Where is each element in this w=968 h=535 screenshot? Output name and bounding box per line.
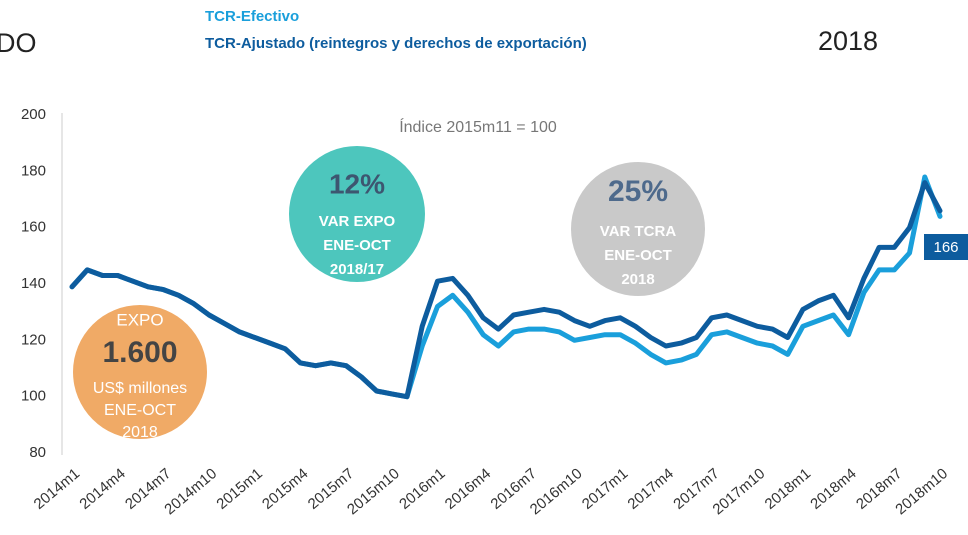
y-tick-label: 100 <box>21 388 46 405</box>
end-label: 166 <box>933 239 958 256</box>
x-tick-label: 2017m1 <box>579 465 631 513</box>
annotation-bubble <box>289 146 425 282</box>
x-tick-label: 2018m1 <box>762 465 814 513</box>
annotation-text: ENE-OCT <box>604 247 672 264</box>
annotation-text: 2018/17 <box>330 261 384 278</box>
x-tick-label: 2018m4 <box>807 465 859 513</box>
y-tick-label: 140 <box>21 275 46 292</box>
annotation-text: VAR EXPO <box>319 213 396 230</box>
annotation-text: EXPO <box>116 310 163 329</box>
annotation-text: US$ millones <box>93 380 187 397</box>
annotation-text: 12% <box>329 168 385 199</box>
y-tick-label: 160 <box>21 219 46 236</box>
y-tick-label: 80 <box>29 444 46 461</box>
subtitle: Índice 2015m11 = 100 <box>399 117 557 136</box>
annotation-bubble <box>73 305 207 439</box>
annotation-text: 25% <box>608 175 668 208</box>
y-tick-label: 120 <box>21 331 46 348</box>
y-tick-label: 200 <box>21 106 46 123</box>
x-tick-label: 2016m1 <box>396 465 448 513</box>
line-series <box>69 180 943 400</box>
end-label-box <box>924 234 968 260</box>
header-right: 2018 <box>818 26 879 56</box>
x-tick-label: 2016m4 <box>442 465 494 513</box>
x-tick-label: 2015m4 <box>259 465 311 513</box>
x-tick-label: 2017m4 <box>625 465 677 513</box>
legend-entry: TCR-Ajustado (reintegros y derechos de e… <box>205 35 587 52</box>
annotation-bubble <box>571 162 705 296</box>
annotation-text: 1.600 <box>102 336 177 369</box>
y-tick-label: 180 <box>21 162 46 179</box>
x-tick-label: 2015m1 <box>213 465 265 513</box>
x-tick-label: 2014m4 <box>76 465 128 513</box>
x-tick-label: 2014m1 <box>31 465 83 513</box>
annotation-text: 2018 <box>621 271 654 288</box>
annotation-text: ENE-OCT <box>323 237 391 254</box>
header-left: DO <box>0 28 37 58</box>
annotation-text: VAR TCRA <box>600 223 677 240</box>
annotation-text: ENE-OCT <box>104 402 176 419</box>
annotation-text: 2018 <box>122 424 158 441</box>
legend-entry: TCR-Efectivo <box>205 8 300 25</box>
